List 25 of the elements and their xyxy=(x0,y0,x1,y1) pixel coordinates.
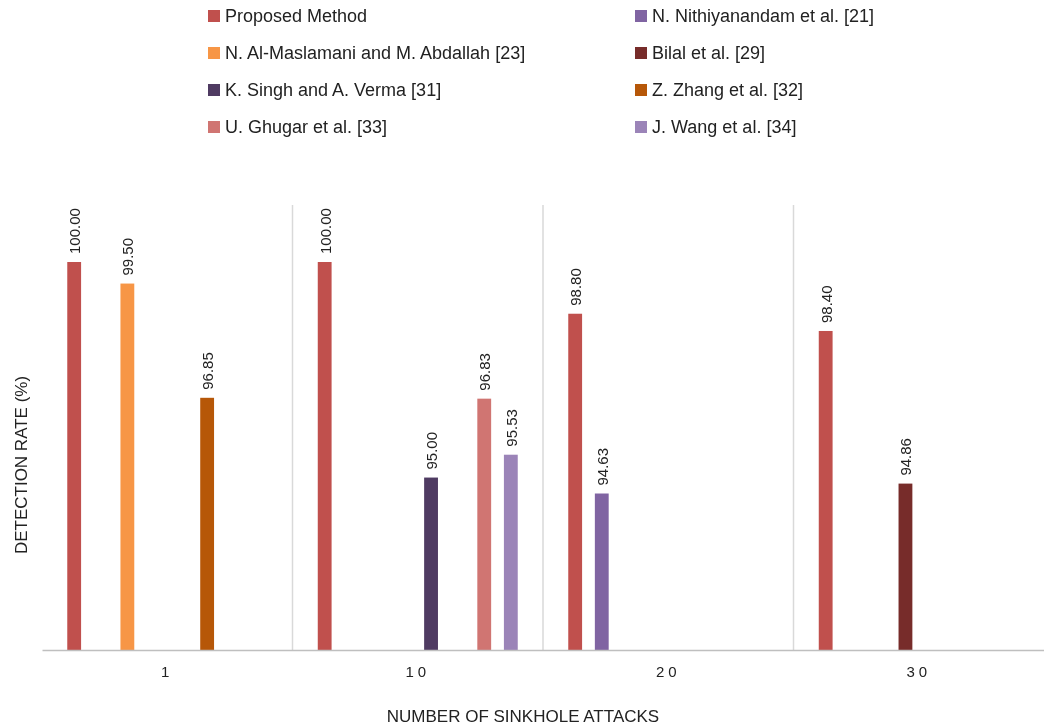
data-label: 96.85 xyxy=(199,352,217,390)
legend-label: U. Ghugar et al. [33] xyxy=(225,117,388,137)
x-tick-label: 10 xyxy=(405,662,431,680)
data-label: 95.00 xyxy=(423,432,441,470)
data-label: 94.63 xyxy=(593,447,611,486)
x-tick-label: 30 xyxy=(906,662,932,680)
legend-label: N. Nithiyanandam et al. [21] xyxy=(652,6,875,26)
data-label: 95.53 xyxy=(502,409,520,447)
data-label: 96.83 xyxy=(476,353,494,391)
x-tick-label: 20 xyxy=(655,662,681,680)
legend-label: Z. Zhang et al. [32] xyxy=(652,80,804,100)
x-tick-label: 1 xyxy=(161,662,174,680)
data-label: 99.50 xyxy=(119,238,137,276)
legend-label: N. Al-Maslamani and M. Abdallah [23] xyxy=(225,43,526,63)
legend-label: K. Singh and A. Verma [31] xyxy=(225,80,442,100)
legend-label: Bilal et al. [29] xyxy=(652,43,766,63)
data-label: 100.00 xyxy=(316,208,334,254)
data-label: 100.00 xyxy=(66,208,84,254)
legend-label: Proposed Method xyxy=(225,6,368,26)
data-label: 94.86 xyxy=(897,438,915,476)
y-axis-title: DETECTION RATE (%) xyxy=(12,375,31,555)
data-label: 98.80 xyxy=(567,268,585,306)
data-label: 98.40 xyxy=(817,285,835,323)
x-axis-title: NUMBER OF SINKHOLE ATTACKS xyxy=(386,707,660,726)
legend-label: J. Wang et al. [34] xyxy=(652,117,797,137)
